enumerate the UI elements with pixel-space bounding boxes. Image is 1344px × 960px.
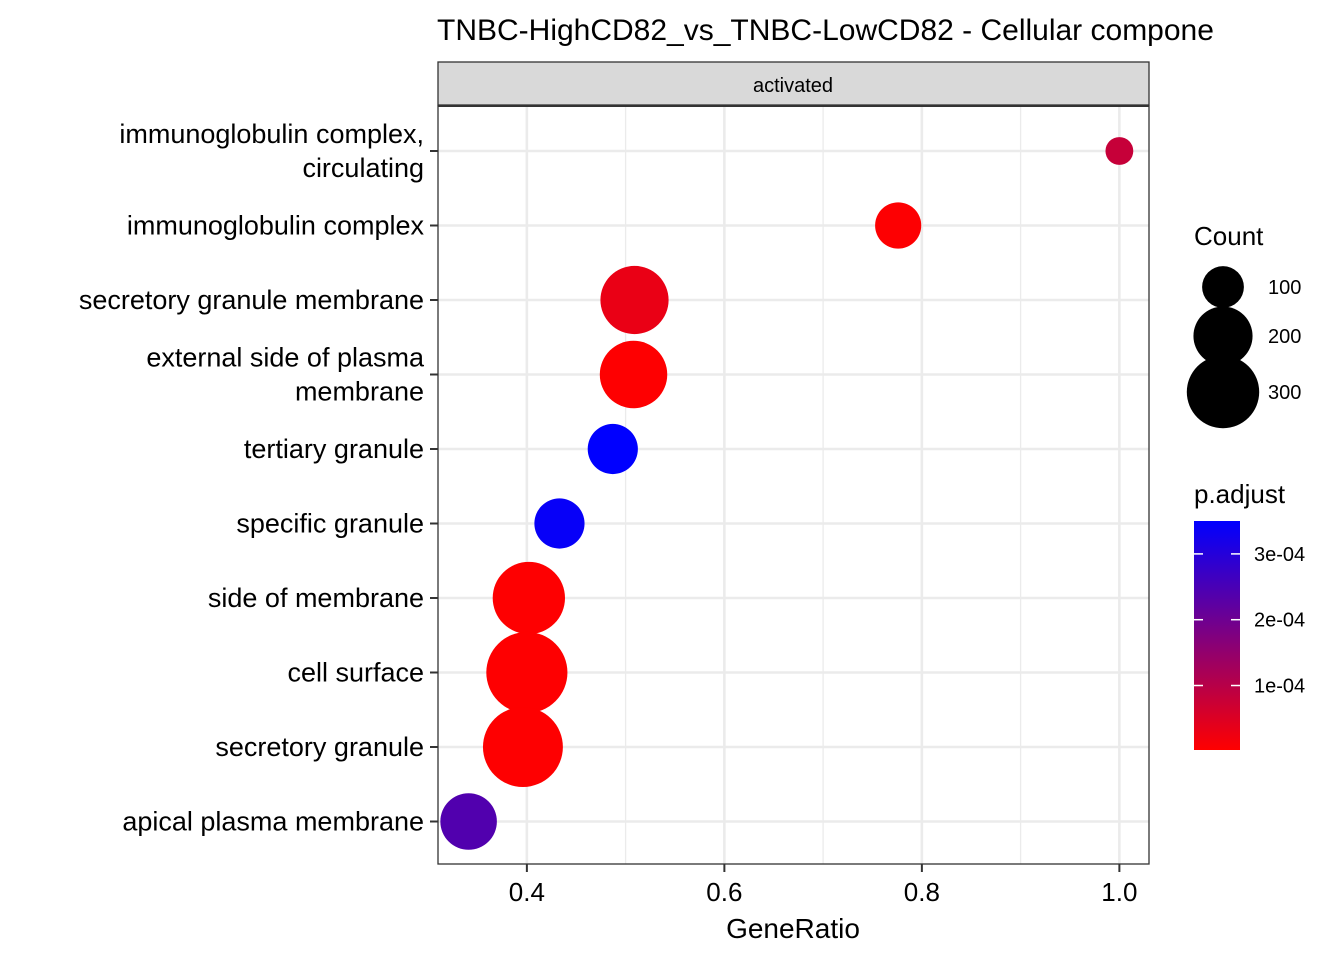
y-tick-label: external side of plasma <box>146 343 425 373</box>
y-tick-label: circulating <box>302 153 424 183</box>
y-tick-label: secretory granule <box>215 732 424 762</box>
x-tick-label: 0.6 <box>706 877 742 907</box>
count-legend-label: 200 <box>1268 326 1301 348</box>
count-legend-title: Count <box>1194 221 1264 251</box>
data-point <box>440 793 497 850</box>
data-points <box>440 137 1134 850</box>
data-point <box>534 498 585 549</box>
count-legend-key <box>1202 266 1244 308</box>
x-tick-label: 1.0 <box>1101 877 1137 907</box>
x-tick-label: 0.4 <box>509 877 545 907</box>
padjust-legend-label: 1e-04 <box>1254 676 1305 698</box>
facet-strip-label: activated <box>753 75 833 97</box>
y-tick-label: secretory granule membrane <box>79 285 424 315</box>
padjust-legend-label: 3e-04 <box>1254 544 1305 566</box>
count-legend-key <box>1186 355 1260 429</box>
data-point <box>875 202 922 249</box>
y-tick-label: cell surface <box>287 658 424 688</box>
y-tick-label: tertiary granule <box>244 434 424 464</box>
padjust-legend-title: p.adjust <box>1194 479 1286 509</box>
chart-title: TNBC-HighCD82_vs_TNBC-LowCD82 - Cellular… <box>437 14 1214 47</box>
data-point <box>482 707 563 787</box>
y-tick-label: side of membrane <box>208 583 424 613</box>
data-point <box>600 265 669 335</box>
x-axis-ticks: 0.4 0.6 0.8 1.0 <box>509 864 1137 907</box>
data-point <box>1105 137 1134 165</box>
x-axis-title: GeneRatio <box>726 913 860 944</box>
facet-strip <box>437 61 1150 106</box>
padjust-legend-breaks: 1e-04 2e-04 3e-04 <box>1194 544 1305 698</box>
count-legend: 100 200 300 <box>1186 266 1301 429</box>
y-axis-labels: immunoglobulin complex, circulating immuno… <box>79 119 438 837</box>
y-tick-label: immunoglobulin complex <box>127 211 425 241</box>
padjust-legend-label: 2e-04 <box>1254 610 1305 632</box>
count-legend-label: 300 <box>1268 382 1301 404</box>
data-point <box>486 631 568 714</box>
count-legend-label: 100 <box>1268 277 1301 299</box>
y-tick-label: immunoglobulin complex, <box>119 119 424 149</box>
data-point <box>492 561 565 635</box>
y-tick-label: membrane <box>295 377 424 407</box>
y-tick-label: apical plasma membrane <box>122 807 424 837</box>
data-point <box>599 340 668 409</box>
count-legend-key <box>1193 306 1253 366</box>
y-tick-label: specific granule <box>236 509 424 539</box>
padjust-colorbar <box>1194 521 1240 750</box>
data-point <box>587 423 638 475</box>
x-tick-label: 0.8 <box>904 877 940 907</box>
